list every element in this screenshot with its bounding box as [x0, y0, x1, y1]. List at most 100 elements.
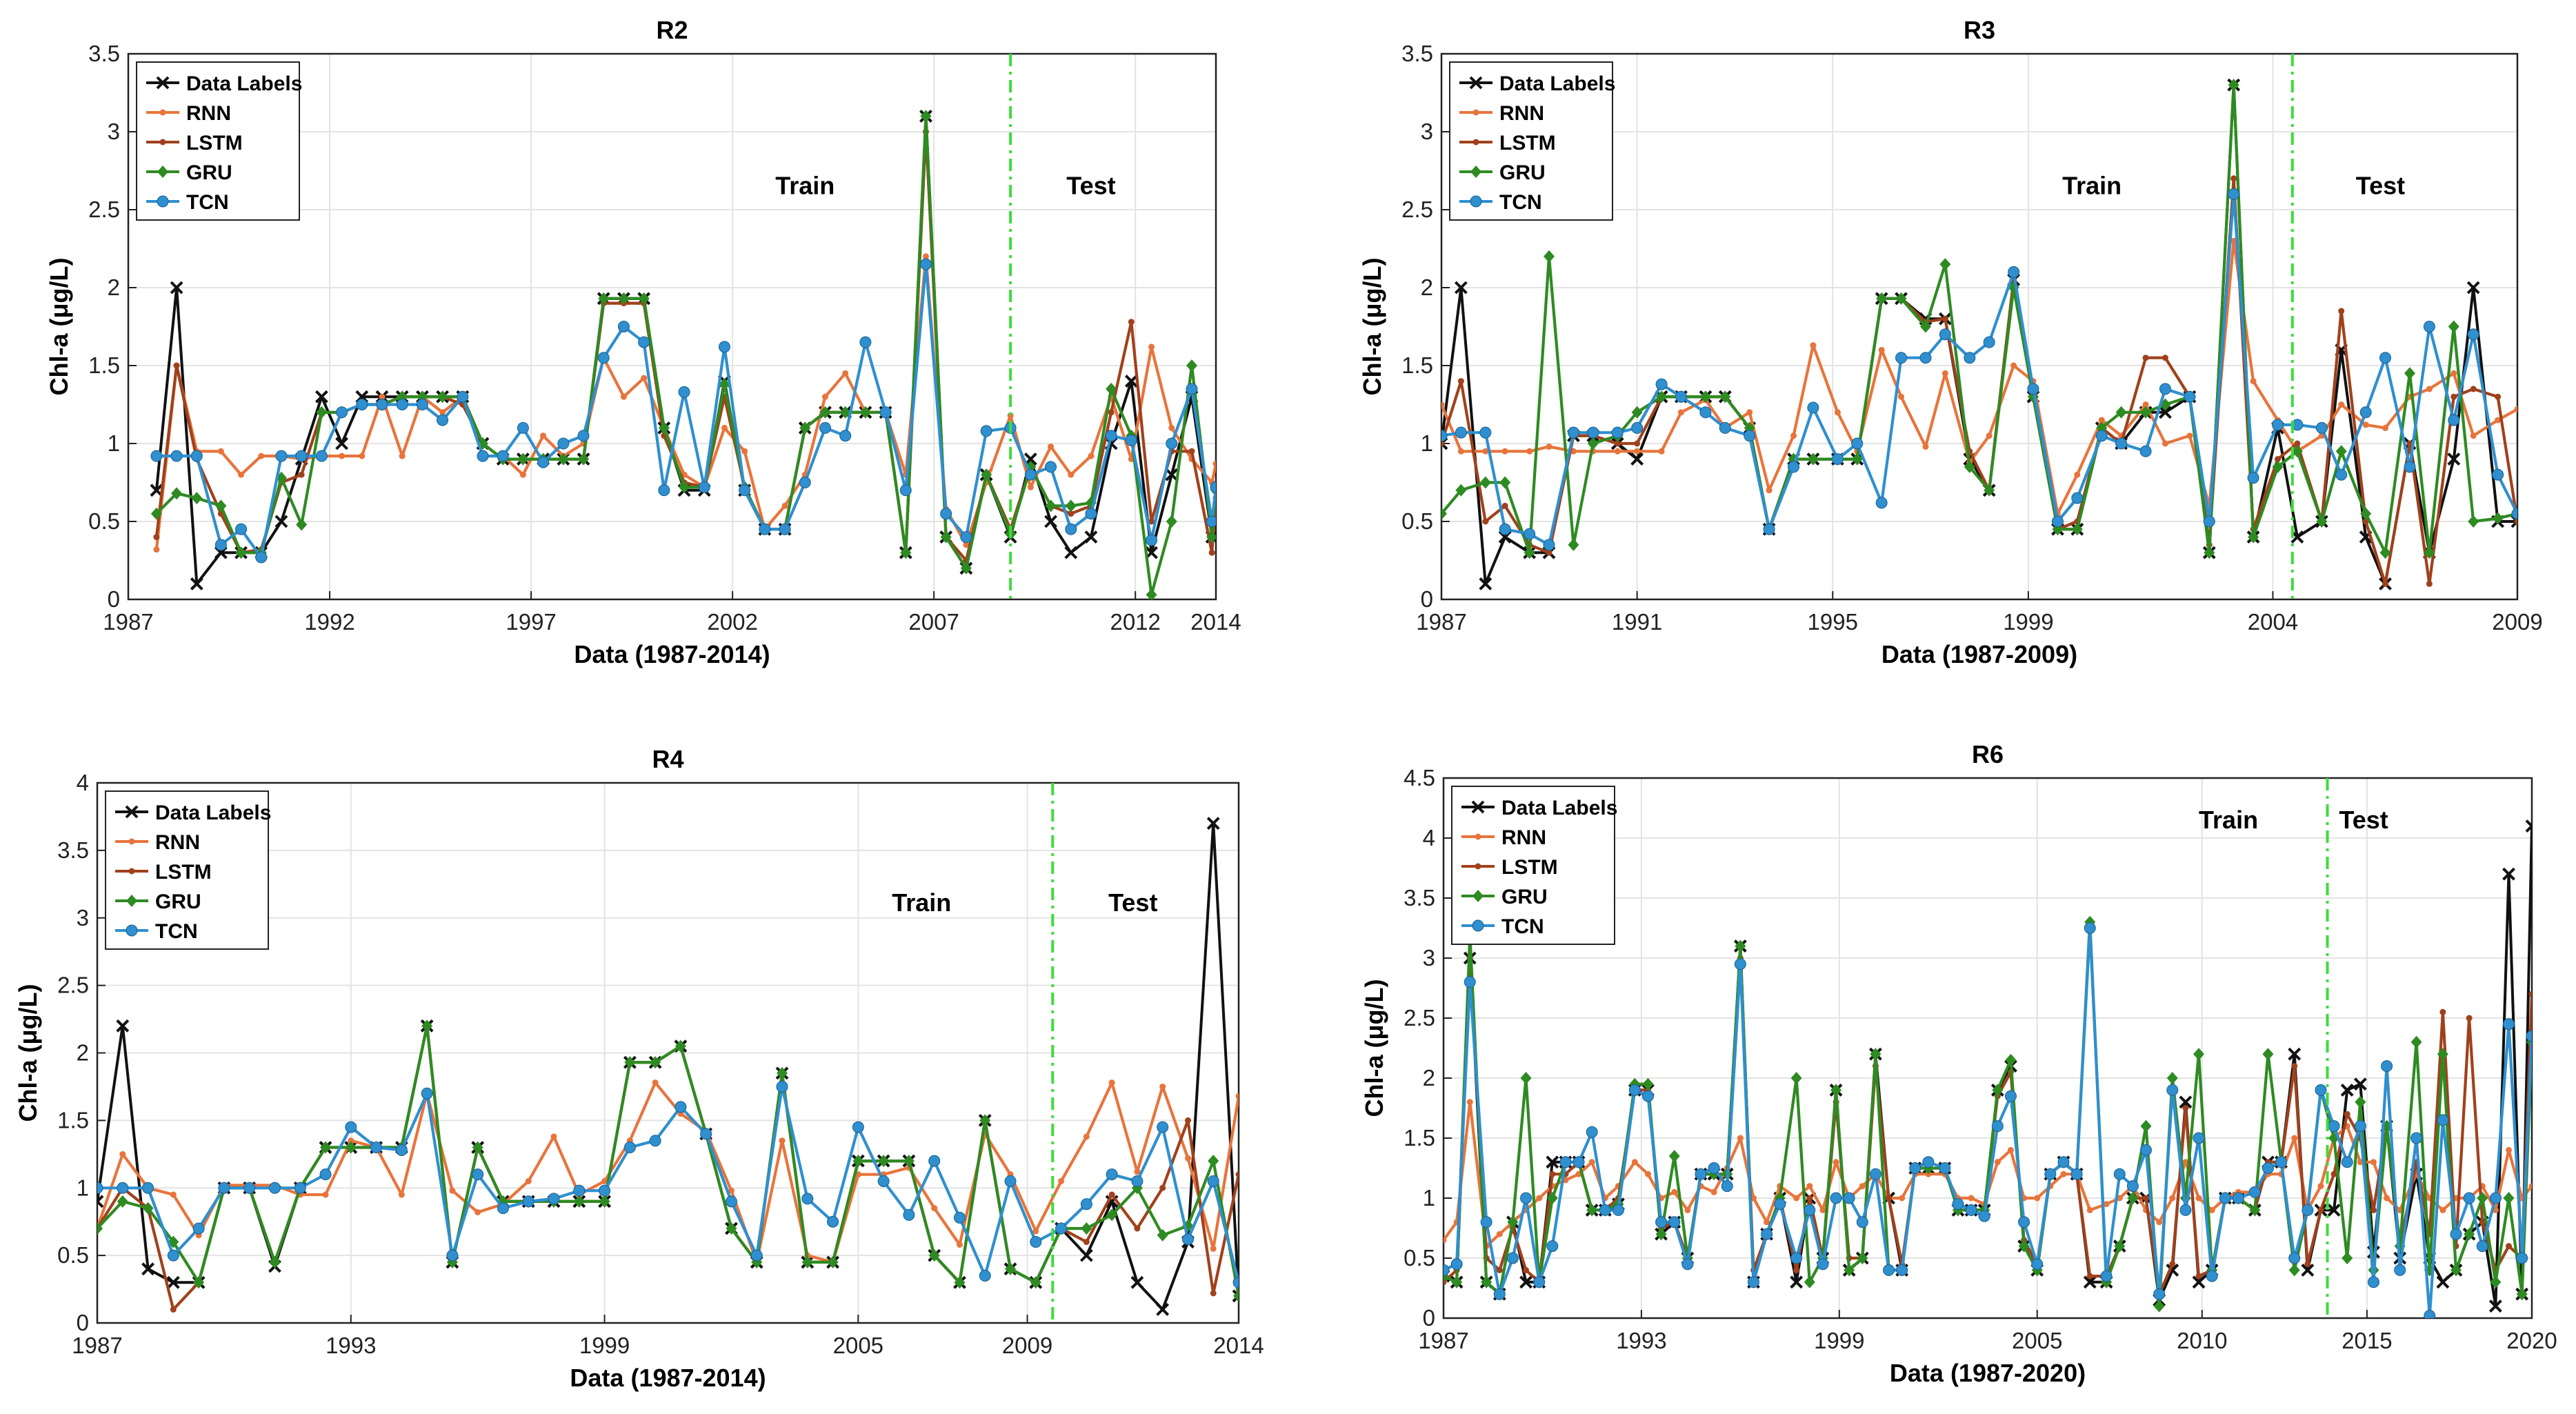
- legend-label: LSTM: [155, 861, 212, 884]
- data-point: [1206, 515, 1216, 528]
- data-point: [1737, 1135, 1744, 1142]
- data-point: [1165, 468, 1179, 481]
- data-point: [1130, 1275, 1144, 1289]
- x-tick-label: 1999: [2003, 609, 2053, 635]
- data-point: [638, 292, 650, 305]
- data-point: [1806, 1195, 1813, 1202]
- data-point: [2301, 1263, 2315, 1277]
- data-point: [295, 450, 308, 462]
- data-point: [2490, 1275, 2502, 1288]
- data-point: [2511, 508, 2517, 520]
- data-point: [2291, 1063, 2298, 1070]
- data-point: [597, 352, 610, 364]
- data-point: [170, 281, 183, 295]
- data-point: [170, 1306, 177, 1313]
- data-point: [1994, 1159, 2001, 1166]
- data-point: [2492, 512, 2504, 525]
- data-point: [2426, 580, 2433, 587]
- legend-label: GRU: [155, 890, 201, 913]
- x-tick-label: 1987: [103, 609, 153, 635]
- data-point: [2115, 406, 2127, 419]
- data-point: [345, 1141, 357, 1154]
- data-point: [2140, 406, 2152, 419]
- data-point: [1790, 1072, 1802, 1084]
- data-point: [979, 1114, 991, 1127]
- x-tick-label: 2010: [2177, 1328, 2227, 1353]
- x-axis-label: Data (1987-2009): [1881, 640, 2077, 668]
- data-point: [1068, 471, 1075, 478]
- data-point: [540, 432, 547, 439]
- data-point: [1968, 1195, 1975, 1202]
- data-point: [900, 546, 912, 559]
- data-point: [1710, 1188, 1717, 1195]
- data-point: [336, 406, 348, 419]
- data-point: [0, 1253, 6, 1264]
- x-tick-label: 2014: [1190, 609, 1241, 635]
- data-point: [1978, 1210, 1990, 1222]
- data-point: [457, 390, 469, 403]
- y-tick-label: 1.5: [88, 352, 120, 378]
- legend-item: TCN: [1459, 191, 1542, 214]
- data-point: [678, 386, 690, 398]
- y-tick-label: 2.5: [1404, 1005, 1435, 1030]
- legend-label: LSTM: [186, 132, 243, 155]
- legend-marker: [126, 895, 137, 907]
- data-point: [2382, 424, 2389, 431]
- legend-item: Data Labels: [1461, 797, 1617, 819]
- data-point: [2344, 1111, 2350, 1117]
- data-point: [2355, 1095, 2366, 1108]
- data-point: [2404, 367, 2415, 380]
- data-point: [1546, 1155, 1559, 1169]
- data-point: [1208, 1155, 1219, 1168]
- data-point: [2464, 1228, 2475, 1241]
- data-point: [1184, 1117, 1191, 1124]
- data-point: [573, 1184, 586, 1197]
- data-point: [1941, 370, 1948, 377]
- data-point: [2495, 393, 2502, 400]
- data-point: [235, 546, 247, 559]
- data-point: [2467, 328, 2479, 341]
- data-point: [2159, 406, 2172, 419]
- data-point: [1233, 1289, 1239, 1302]
- series-line: [97, 1081, 1239, 1264]
- data-point: [1499, 523, 1511, 535]
- data-point: [2228, 79, 2239, 92]
- data-point: [218, 1182, 230, 1194]
- data-point: [2404, 461, 2416, 473]
- data-point: [1520, 1072, 1532, 1084]
- data-point: [1157, 1121, 1169, 1133]
- data-point: [437, 414, 449, 426]
- data-point: [1186, 383, 1198, 395]
- data-point: [1455, 484, 1467, 497]
- data-point: [2195, 1273, 2202, 1279]
- data-point: [1546, 1240, 1559, 1253]
- data-point: [1045, 499, 1057, 512]
- data-point: [1876, 292, 1888, 305]
- series-tcn: [97, 1080, 1239, 1288]
- data-point: [0, 1207, 3, 1213]
- series-line: [155, 114, 1216, 597]
- legend-marker: [1472, 890, 1484, 902]
- data-point: [1128, 319, 1135, 326]
- data-point: [395, 1144, 408, 1156]
- data-point: [1188, 448, 1195, 455]
- data-point: [437, 390, 448, 404]
- data-point: [1493, 1288, 1506, 1300]
- data-point: [97, 1222, 103, 1235]
- data-point: [1965, 1204, 1977, 1216]
- data-point: [1559, 1156, 1572, 1168]
- data-point: [1146, 588, 1157, 599]
- data-point: [1857, 1252, 1868, 1264]
- data-point: [2074, 471, 2081, 478]
- data-point: [1451, 1275, 1463, 1288]
- data-point: [2206, 1270, 2218, 1282]
- data-point: [2228, 188, 2240, 200]
- data-point: [2186, 432, 2193, 439]
- legend-item: LSTM: [1461, 856, 1558, 879]
- data-point: [652, 1079, 659, 1086]
- data-point: [2528, 1183, 2532, 1190]
- data-point: [638, 336, 650, 348]
- x-tick-label: 1993: [1616, 1328, 1666, 1353]
- data-point: [719, 378, 730, 391]
- x-tick-label: 2007: [908, 609, 959, 635]
